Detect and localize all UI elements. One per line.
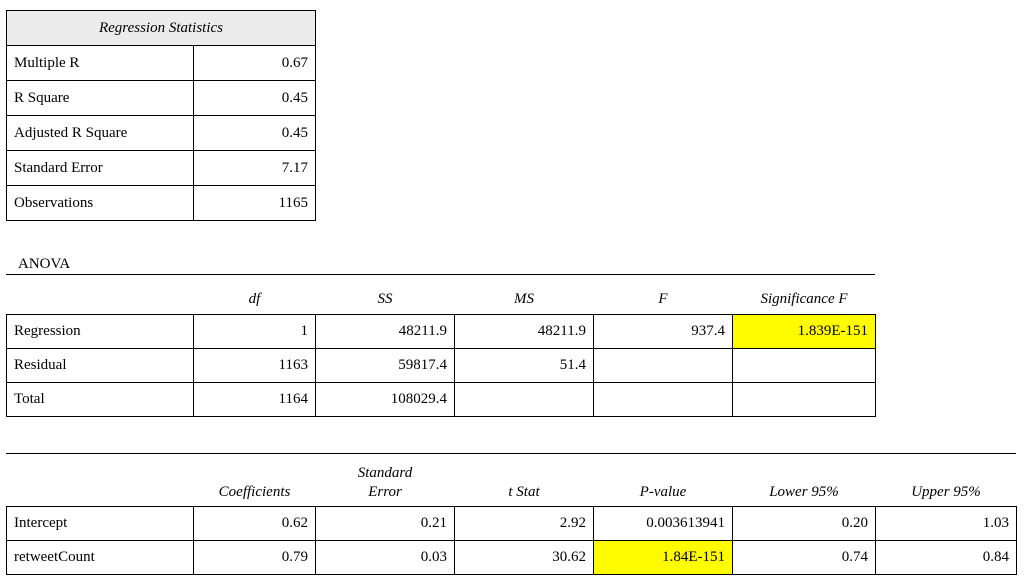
stat-value: 1165 bbox=[193, 185, 316, 221]
table-row: Regression 1 48211.9 48211.9 937.4 1.839… bbox=[6, 314, 876, 349]
anova-table: df SS MS F Significance F Regression 1 4… bbox=[6, 284, 876, 417]
anova-ss: 108029.4 bbox=[315, 382, 455, 417]
anova-header-f: F bbox=[658, 290, 668, 307]
anova-significance-f-highlighted: 1.839E-151 bbox=[732, 314, 876, 349]
anova-ms: 51.4 bbox=[454, 348, 594, 383]
coef-value: 0.62 bbox=[193, 506, 316, 541]
coef-p-value-highlighted: 1.84E-151 bbox=[593, 540, 733, 575]
coef-p-value: 0.003613941 bbox=[593, 506, 733, 541]
anova-significance-f bbox=[732, 382, 876, 417]
anova-header-df: df bbox=[248, 290, 261, 307]
header-lower-95: Lower 95% bbox=[769, 484, 839, 500]
stat-value: 7.17 bbox=[193, 150, 316, 186]
anova-df: 1163 bbox=[193, 348, 316, 383]
anova-source: Regression bbox=[6, 314, 194, 349]
anova-header-significance-f: Significance F bbox=[760, 290, 848, 307]
table-row: Residual 1163 59817.4 51.4 bbox=[6, 348, 876, 383]
anova-ss: 48211.9 bbox=[315, 314, 455, 349]
table-row: Standard Error 7.17 bbox=[6, 150, 316, 186]
header-t-stat: t Stat bbox=[508, 484, 540, 500]
coef-t-stat: 2.92 bbox=[454, 506, 594, 541]
anova-ss: 59817.4 bbox=[315, 348, 455, 383]
header-standard-error-line1: Standard bbox=[357, 465, 413, 481]
anova-f bbox=[593, 382, 733, 417]
table-row: Total 1164 108029.4 bbox=[6, 382, 876, 417]
table-row: Intercept 0.62 0.21 2.92 0.003613941 0.2… bbox=[6, 506, 1017, 541]
coef-standard-error: 0.21 bbox=[315, 506, 455, 541]
table-row: Adjusted R Square 0.45 bbox=[6, 115, 316, 151]
anova-header-ss: SS bbox=[377, 290, 393, 307]
anova-significance-f bbox=[732, 348, 876, 383]
anova-title: ANOVA bbox=[18, 256, 71, 272]
header-p-value: P-value bbox=[639, 484, 687, 500]
regression-statistics-header-row: Regression Statistics bbox=[6, 10, 316, 46]
coef-variable: Intercept bbox=[6, 506, 194, 541]
stat-label: Multiple R bbox=[6, 45, 194, 81]
anova-f: 937.4 bbox=[593, 314, 733, 349]
coefficients-divider bbox=[6, 453, 1016, 454]
anova-divider bbox=[6, 274, 875, 275]
coefficients-header-blank bbox=[7, 455, 194, 507]
stat-value: 0.67 bbox=[193, 45, 316, 81]
header-coefficients: Coefficients bbox=[218, 484, 291, 500]
coef-upper-95: 0.84 bbox=[875, 540, 1017, 575]
coef-value: 0.79 bbox=[193, 540, 316, 575]
anova-ms: 48211.9 bbox=[454, 314, 594, 349]
anova-df: 1 bbox=[193, 314, 316, 349]
stat-label: R Square bbox=[6, 80, 194, 116]
anova-df: 1164 bbox=[193, 382, 316, 417]
table-row: R Square 0.45 bbox=[6, 80, 316, 116]
coef-lower-95: 0.20 bbox=[732, 506, 876, 541]
anova-header-blank bbox=[7, 284, 194, 315]
table-row: Multiple R 0.67 bbox=[6, 45, 316, 81]
stat-label: Standard Error bbox=[6, 150, 194, 186]
regression-statistics-header: Regression Statistics bbox=[6, 10, 316, 46]
header-standard-error-line2: Error bbox=[368, 484, 402, 500]
coef-t-stat: 30.62 bbox=[454, 540, 594, 575]
stat-value: 0.45 bbox=[193, 115, 316, 151]
regression-statistics-table: Regression Statistics Multiple R 0.67 R … bbox=[6, 10, 316, 221]
table-row: retweetCount 0.79 0.03 30.62 1.84E-151 0… bbox=[6, 540, 1017, 575]
coefficients-table: Coefficients Standard Error t Stat P-valu… bbox=[6, 455, 1017, 575]
anova-source: Total bbox=[6, 382, 194, 417]
header-upper-95: Upper 95% bbox=[911, 484, 981, 500]
stat-label: Adjusted R Square bbox=[6, 115, 194, 151]
coef-lower-95: 0.74 bbox=[732, 540, 876, 575]
anova-ms bbox=[454, 382, 594, 417]
stat-value: 0.45 bbox=[193, 80, 316, 116]
stat-label: Observations bbox=[6, 185, 194, 221]
coef-standard-error: 0.03 bbox=[315, 540, 455, 575]
anova-header-ms: MS bbox=[514, 290, 534, 307]
anova-source: Residual bbox=[6, 348, 194, 383]
coef-upper-95: 1.03 bbox=[875, 506, 1017, 541]
header-standard-error: Standard Error bbox=[316, 455, 455, 507]
anova-f bbox=[593, 348, 733, 383]
table-row: Observations 1165 bbox=[6, 185, 316, 221]
anova-header-row: df SS MS F Significance F bbox=[7, 284, 876, 315]
coef-variable: retweetCount bbox=[6, 540, 194, 575]
coefficients-header-row: Coefficients Standard Error t Stat P-valu… bbox=[7, 455, 1017, 507]
